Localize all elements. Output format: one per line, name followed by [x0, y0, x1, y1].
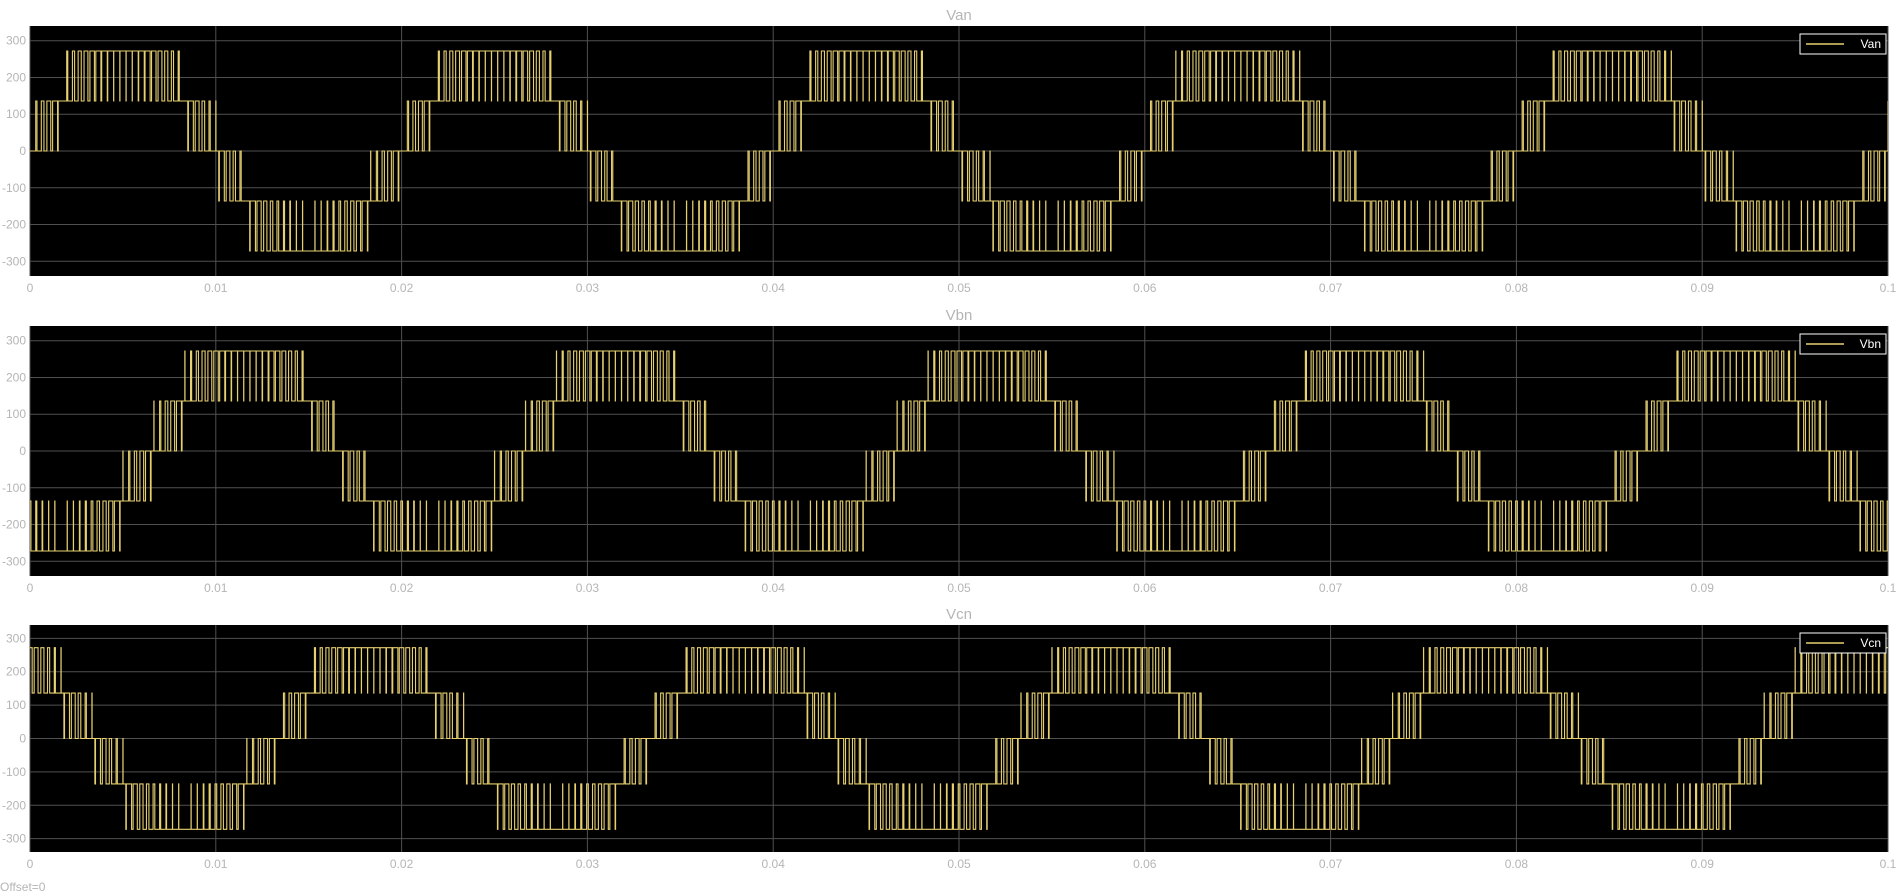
series-line-vcn [30, 647, 1888, 830]
legend: Vbn [1799, 333, 1887, 355]
y-tick-label: 300 [6, 34, 26, 48]
series-line-van [30, 50, 1888, 252]
panel-title: Vbn [946, 307, 973, 324]
y-tick-label: 100 [6, 407, 26, 421]
legend-label: Van [1861, 37, 1881, 51]
y-tick-label: -200 [2, 798, 26, 812]
x-tick-label: 0.09 [1691, 281, 1715, 295]
y-tick-label: -300 [2, 254, 26, 268]
x-tick-label: 0.05 [947, 857, 971, 871]
legend: Vcn [1799, 632, 1887, 654]
x-tick-label: 0.02 [390, 857, 414, 871]
y-tick-label: 0 [19, 444, 26, 458]
x-tick-label: 0 [27, 857, 34, 871]
x-tick-label: 0.04 [762, 581, 786, 595]
y-tick-label: -200 [2, 518, 26, 532]
y-tick-label: 300 [6, 631, 26, 645]
x-tick-label: 0.08 [1505, 857, 1529, 871]
y-tick-label: 200 [6, 70, 26, 84]
x-tick-label: 0.1 [1880, 281, 1897, 295]
legend-label: Vcn [1860, 636, 1881, 650]
x-tick-label: 0.02 [390, 281, 414, 295]
y-tick-label: -100 [2, 765, 26, 779]
x-tick-label: 0.1 [1880, 857, 1897, 871]
x-tick-label: 0.05 [947, 281, 971, 295]
y-tick-label: 0 [19, 732, 26, 746]
y-tick-label: 200 [6, 370, 26, 384]
series-line-vbn [30, 350, 1888, 552]
legend: Van [1799, 33, 1887, 55]
panel-title: Vcn [946, 606, 972, 623]
y-tick-label: 300 [6, 334, 26, 348]
x-tick-label: 0.04 [762, 857, 786, 871]
x-tick-label: 0.07 [1319, 581, 1343, 595]
x-tick-label: 0.08 [1505, 581, 1529, 595]
x-tick-label: 0.09 [1691, 581, 1715, 595]
x-tick-label: 0.07 [1319, 857, 1343, 871]
x-tick-label: 0.06 [1133, 281, 1157, 295]
x-tick-label: 0.1 [1880, 581, 1897, 595]
y-tick-label: 200 [6, 665, 26, 679]
x-tick-label: 0.05 [947, 581, 971, 595]
x-tick-label: 0.04 [762, 281, 786, 295]
x-tick-label: 0.09 [1691, 857, 1715, 871]
y-tick-label: 100 [6, 698, 26, 712]
y-tick-label: -100 [2, 181, 26, 195]
x-tick-label: 0.08 [1505, 281, 1529, 295]
x-tick-label: 0.06 [1133, 857, 1157, 871]
x-tick-label: 0.03 [576, 857, 600, 871]
x-tick-label: 0.01 [204, 281, 228, 295]
y-tick-label: 100 [6, 107, 26, 121]
y-tick-label: -100 [2, 481, 26, 495]
x-tick-label: 0.06 [1133, 581, 1157, 595]
y-tick-label: -200 [2, 218, 26, 232]
legend-label: Vbn [1860, 337, 1881, 351]
y-tick-label: -300 [2, 832, 26, 846]
panel-title: Van [946, 7, 972, 24]
y-tick-label: -300 [2, 554, 26, 568]
x-tick-label: 0.07 [1319, 281, 1343, 295]
x-tick-label: 0.02 [390, 581, 414, 595]
x-tick-label: 0.03 [576, 281, 600, 295]
x-tick-label: 0.01 [204, 857, 228, 871]
x-tick-label: 0 [27, 581, 34, 595]
x-tick-label: 0.01 [204, 581, 228, 595]
x-tick-label: 0 [27, 281, 34, 295]
y-tick-label: 0 [19, 144, 26, 158]
x-tick-label: 0.03 [576, 581, 600, 595]
offset-label: Offset=0 [0, 880, 46, 894]
